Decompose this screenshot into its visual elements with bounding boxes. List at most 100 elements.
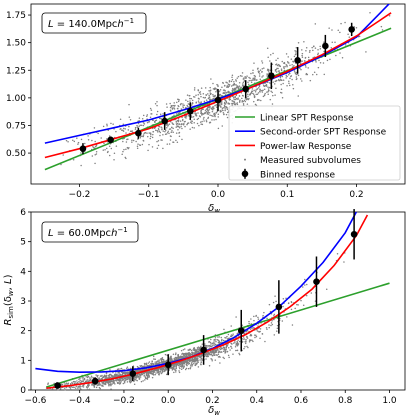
subvolume-point [71, 386, 74, 388]
subvolume-point [215, 340, 217, 343]
subvolume-point [315, 61, 317, 63]
subvolume-point [227, 354, 230, 357]
subvolume-point [250, 81, 253, 83]
subvolume-point [118, 381, 120, 383]
subvolume-point [95, 386, 98, 389]
subvolume-point [214, 337, 217, 339]
subvolume-point [162, 113, 164, 115]
subvolume-point [191, 102, 193, 105]
subvolume-point [160, 358, 162, 361]
subvolume-point [69, 387, 72, 389]
subvolume-point [258, 73, 261, 75]
subvolume-point [141, 135, 143, 137]
subvolume-point [207, 106, 209, 109]
subvolume-point [72, 380, 75, 383]
subvolume-point [277, 67, 279, 70]
subvolume-point [155, 369, 157, 371]
subvolume-point [87, 138, 90, 141]
subvolume-point [209, 86, 211, 89]
subvolume-point [253, 79, 255, 81]
subvolume-point [286, 85, 288, 87]
subvolume-point [314, 47, 317, 49]
subvolume-point [207, 352, 210, 355]
subvolume-point [178, 362, 180, 364]
subvolume-point [224, 350, 227, 353]
subvolume-point [195, 362, 197, 364]
subvolume-point [300, 299, 302, 302]
subvolume-point [235, 316, 237, 318]
subvolume-point [285, 53, 288, 55]
subvolume-point [142, 135, 144, 138]
subvolume-point [208, 94, 210, 97]
subvolume-point [156, 100, 158, 103]
subvolume-point [139, 374, 142, 377]
subvolume-point [115, 145, 118, 147]
subvolume-point [257, 318, 260, 320]
binned-point [322, 42, 329, 50]
x-tick-label: −0.4 [69, 396, 91, 406]
subvolume-point [199, 359, 201, 361]
subvolume-point [177, 125, 180, 128]
subvolume-point [104, 383, 107, 386]
subvolume-point [230, 335, 233, 338]
subvolume-point [187, 103, 190, 105]
subvolume-point [124, 156, 127, 159]
subvolume-point [117, 374, 119, 376]
subvolume-point [256, 330, 259, 332]
subvolume-point [228, 103, 230, 105]
subvolume-point [189, 366, 192, 368]
x-tick-label: 1.0 [382, 396, 397, 406]
subvolume-point [146, 114, 149, 116]
subvolume-point [221, 107, 224, 110]
subvolume-point [148, 374, 150, 377]
subvolume-point [192, 352, 195, 354]
subvolume-point [182, 105, 184, 107]
subvolume-point [243, 347, 245, 350]
subvolume-point [268, 82, 271, 84]
subvolume-point [257, 67, 259, 69]
subvolume-point [120, 379, 122, 382]
subvolume-point [251, 327, 253, 330]
subvolume-point [293, 55, 296, 58]
legend-item: Linear SPT Response [235, 114, 354, 124]
subvolume-point [231, 343, 233, 345]
subvolume-point [96, 376, 99, 378]
subvolume-point [245, 330, 248, 333]
subvolume-point [172, 353, 175, 356]
subvolume-point [116, 368, 119, 371]
subvolume-point [247, 83, 250, 86]
subvolume-point [211, 342, 214, 345]
subvolume-point [358, 35, 361, 38]
subvolume-point [169, 139, 172, 141]
subvolume-point [182, 352, 184, 355]
subvolume-point [210, 78, 212, 80]
subvolume-point [213, 113, 215, 115]
subvolume-point [273, 314, 275, 317]
subvolume-point [211, 98, 213, 101]
subvolume-point [173, 365, 176, 367]
subvolume-point [211, 114, 213, 117]
subvolume-point [204, 344, 207, 347]
subvolume-point [157, 139, 160, 142]
subvolume-point [201, 343, 203, 345]
subvolume-point [220, 102, 223, 105]
subvolume-point [313, 71, 316, 73]
subvolume-point [159, 134, 161, 137]
subvolume-point [197, 117, 200, 120]
legend-label: Measured subvolumes [260, 156, 361, 166]
subvolume-point [182, 354, 185, 356]
subvolume-point [280, 68, 283, 70]
subvolume-point [154, 361, 156, 363]
subvolume-point [388, 15, 391, 17]
subvolume-point [196, 359, 198, 361]
subvolume-point [140, 124, 143, 127]
subvolume-point [142, 380, 144, 382]
subvolume-point [208, 354, 210, 356]
subvolume-point [189, 367, 192, 370]
x-tick-label: −0.6 [24, 396, 46, 406]
subvolume-point [273, 83, 276, 85]
subvolume-point [200, 357, 203, 360]
subvolume-point [273, 313, 276, 316]
subvolume-point [171, 364, 173, 366]
subvolume-point [268, 324, 270, 326]
